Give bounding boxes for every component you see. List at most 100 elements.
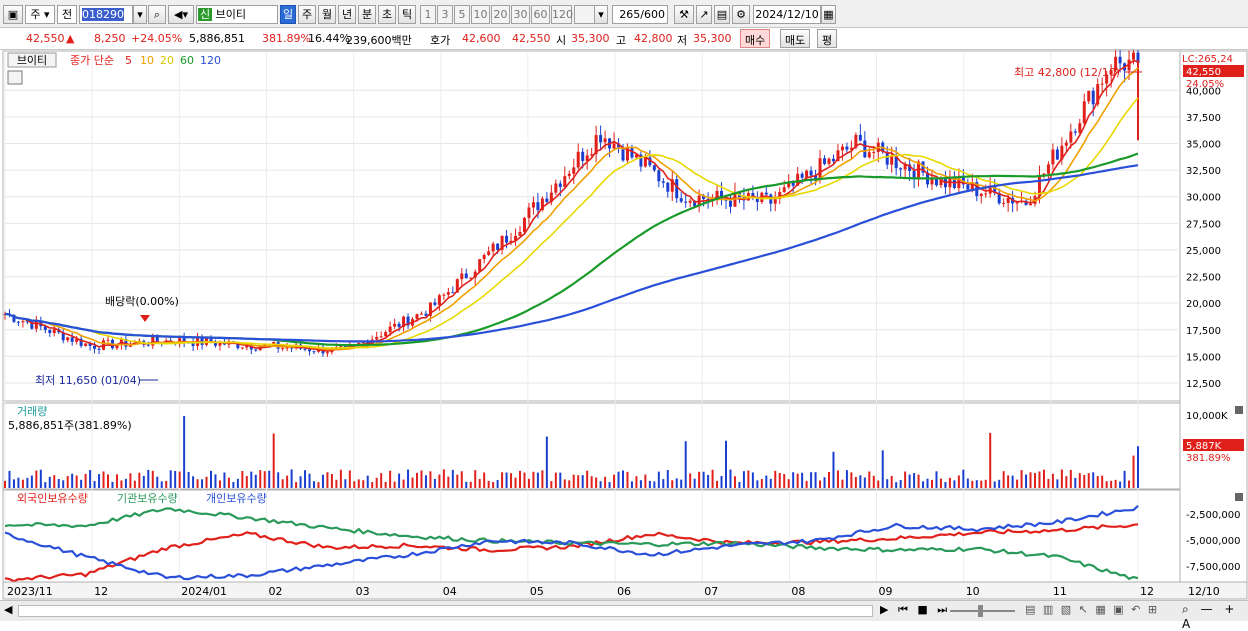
candle-body xyxy=(25,321,29,323)
candle-body xyxy=(1109,70,1113,75)
volume-bar xyxy=(407,469,410,488)
candle-body xyxy=(854,134,858,148)
save-icon[interactable]: ▤ xyxy=(714,5,730,24)
ma5-label: 5 xyxy=(125,54,132,67)
candle-body xyxy=(303,348,307,350)
price-y-tick: 12,500 xyxy=(1186,379,1221,390)
period-year-tab[interactable]: 년 xyxy=(338,5,356,24)
volume-bar xyxy=(326,472,329,488)
period-day-tab[interactable]: 일 xyxy=(280,5,296,24)
candle-body xyxy=(908,164,912,171)
candle-body xyxy=(885,151,889,165)
chart-menu-icon[interactable]: ▣ xyxy=(3,5,23,24)
market-select[interactable]: 주 ▾ xyxy=(25,5,55,24)
candle-body xyxy=(581,151,585,161)
volume-bar xyxy=(1105,481,1108,488)
volume-bar xyxy=(989,432,992,488)
volume-bar xyxy=(393,481,396,488)
volume-bar xyxy=(304,470,307,488)
candle-body xyxy=(151,336,155,346)
candle-body xyxy=(518,232,522,236)
candle-body xyxy=(478,259,482,272)
volume-bar xyxy=(442,469,445,488)
candle-body xyxy=(639,154,643,167)
period-second-tab[interactable]: 초 xyxy=(378,5,396,24)
candle-body xyxy=(728,200,732,207)
candle-body xyxy=(1006,197,1010,203)
volume-bar xyxy=(272,433,275,488)
volume-bar xyxy=(541,470,544,488)
candle-body xyxy=(509,240,513,243)
code-dropdown-icon[interactable]: ▾ xyxy=(133,5,147,24)
volume-bar xyxy=(787,479,790,488)
eval-button[interactable]: 평 xyxy=(817,29,838,48)
volume-close-icon[interactable] xyxy=(1235,406,1243,414)
search-icon[interactable]: ⌕ xyxy=(148,5,166,24)
candle-body xyxy=(460,273,464,280)
x-axis-tick: 04 xyxy=(443,585,457,598)
volume-bar xyxy=(227,477,230,488)
candle-body xyxy=(894,155,898,169)
candle-body xyxy=(75,338,79,342)
chart-tools-icon[interactable]: ⚒ xyxy=(674,5,694,24)
interval-10-button[interactable]: 10 xyxy=(471,5,490,24)
volume-bar xyxy=(4,480,6,488)
scroll-left-icon[interactable]: ◀ xyxy=(4,603,13,616)
volume-bar xyxy=(1078,473,1081,488)
candle-body xyxy=(585,155,589,161)
interval-5-button[interactable]: 5 xyxy=(454,5,470,24)
interval-30-button[interactable]: 30 xyxy=(511,5,530,24)
date-field[interactable]: 2024/12/10 xyxy=(753,5,821,24)
period-month-tab[interactable]: 월 xyxy=(318,5,336,24)
candle-body xyxy=(446,292,450,295)
price-y-tick: 17,500 xyxy=(1186,326,1221,337)
candle-body xyxy=(97,348,101,350)
buy-button[interactable]: 매수 xyxy=(740,29,771,48)
interval-1-button[interactable]: 1 xyxy=(420,5,436,24)
volume-bar xyxy=(44,482,47,488)
holding-close-icon[interactable] xyxy=(1235,493,1243,501)
candle-body xyxy=(442,294,446,296)
zoom-slider-handle[interactable] xyxy=(978,605,983,617)
interval-20-button[interactable]: 20 xyxy=(491,5,510,24)
change-rate: +24.05% xyxy=(131,32,183,45)
interval-60-button[interactable]: 60 xyxy=(531,5,550,24)
volume-bar xyxy=(308,473,311,488)
chart-grid-icon[interactable] xyxy=(7,70,23,85)
volume-bar xyxy=(630,481,633,488)
prev-button[interactable]: 전 xyxy=(57,5,77,24)
stock-chart[interactable]: 브이티 종가 단순 5 10 20 60 120 최고 42,800 (12/1… xyxy=(0,50,1248,600)
candle-body xyxy=(514,235,518,241)
volume-bar xyxy=(850,472,853,488)
volume-bar xyxy=(998,479,1001,488)
volume-bar xyxy=(313,481,315,488)
volume-bar xyxy=(957,475,960,488)
draw-tool-icon[interactable]: ↗ xyxy=(696,5,712,24)
candle-body xyxy=(182,337,186,343)
speaker-icon[interactable]: ◀▾ xyxy=(168,5,194,24)
period-week-tab[interactable]: 주 xyxy=(298,5,316,24)
high-label: 고 xyxy=(616,34,627,47)
x-axis-tick: 11 xyxy=(1053,585,1067,598)
stock-tab[interactable] xyxy=(7,52,57,68)
interval-3-button[interactable]: 3 xyxy=(437,5,453,24)
volume-bar xyxy=(877,480,880,488)
scroll-track[interactable] xyxy=(18,605,873,617)
period-minute-tab[interactable]: 분 xyxy=(358,5,376,24)
zoom-controls-icon[interactable]: ⌕ — + A xyxy=(1182,602,1239,631)
interval-120-button[interactable]: 120 xyxy=(551,5,573,24)
stock-tab-label: 브이티 xyxy=(17,54,47,67)
stock-code-input[interactable]: 018290 xyxy=(79,5,133,24)
interval-dropdown-icon[interactable]: ▾ xyxy=(594,5,608,24)
volume-bar xyxy=(21,479,24,488)
sell-button[interactable]: 매도 xyxy=(780,29,811,48)
settings-gear-icon[interactable]: ⚙ xyxy=(732,5,750,24)
calendar-icon[interactable]: ▦ xyxy=(821,5,836,24)
layout-icons[interactable]: ▤ ▥ ▧ ↖ ▦ ▣ ↶ ⊞ xyxy=(1025,603,1160,616)
period-tick-tab[interactable]: 틱 xyxy=(398,5,416,24)
stock-name-field[interactable]: 신 브이티 xyxy=(196,5,278,24)
bar-count-field[interactable]: 265/600 xyxy=(612,5,668,24)
volume-bar xyxy=(1119,481,1122,488)
volume-bar xyxy=(1132,455,1135,488)
navigation-icons[interactable]: ▶ ⏮ ■ ⏭ xyxy=(880,603,951,616)
